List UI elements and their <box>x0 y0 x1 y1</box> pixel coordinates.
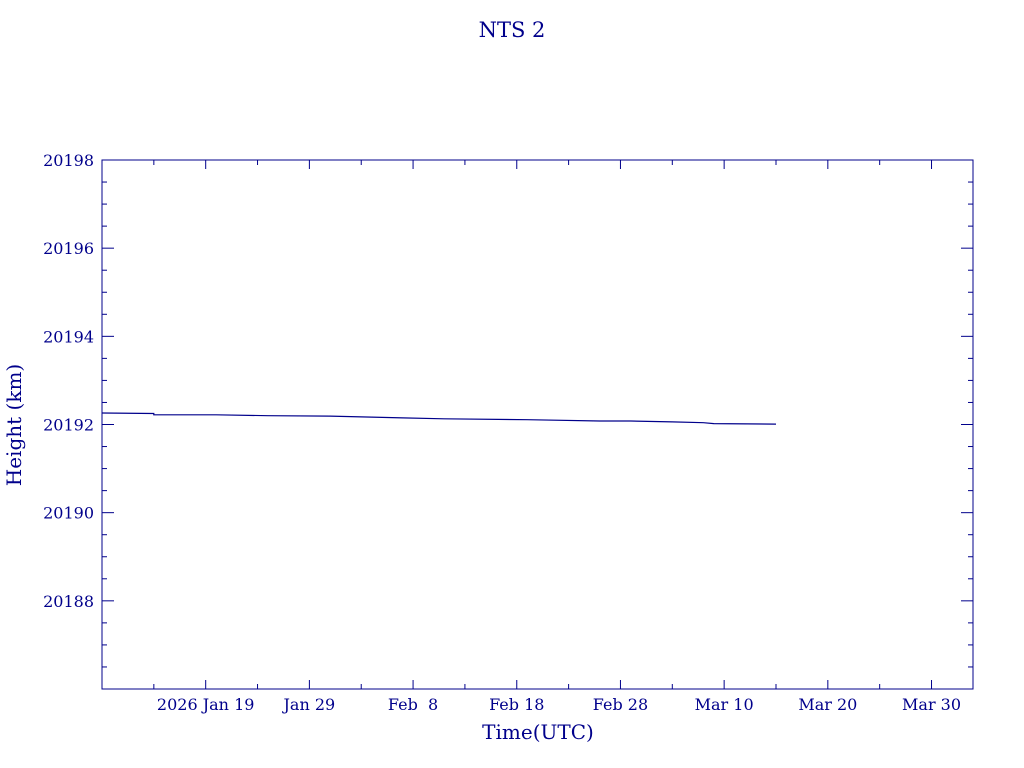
y-axis-title: Height (km) <box>2 364 26 486</box>
y-tick-label: 20194 <box>43 327 94 346</box>
y-tick-label: 20196 <box>43 239 94 258</box>
x-tick-label: Feb 8 <box>388 695 438 714</box>
plot-area <box>101 412 777 425</box>
x-tick-label: Mar 10 <box>695 695 754 714</box>
y-tick-label: 20198 <box>43 151 94 170</box>
x-tick-label: Mar 30 <box>902 695 961 714</box>
x-tick-label: 2026 Jan 19 <box>157 695 255 714</box>
tick-labels: 2026 Jan 19 Jan 29 Feb 8 Feb 18 Feb 28 Mar 10… <box>43 151 961 714</box>
y-tick-label: 20188 <box>43 592 94 611</box>
x-axis-title: Time(UTC) <box>482 720 594 744</box>
x-tick-label: Mar 20 <box>798 695 857 714</box>
axis-ticks <box>102 159 973 690</box>
y-tick-label: 20190 <box>43 504 94 523</box>
y-tick-label: 20192 <box>43 416 94 435</box>
x-tick-label: Jan 29 <box>282 695 336 714</box>
series-line-0 <box>101 412 777 425</box>
plot-frame <box>101 159 974 690</box>
chart-title: NTS 2 <box>479 18 546 42</box>
x-tick-label: Feb 28 <box>593 695 648 714</box>
x-tick-label: Feb 18 <box>489 695 544 714</box>
